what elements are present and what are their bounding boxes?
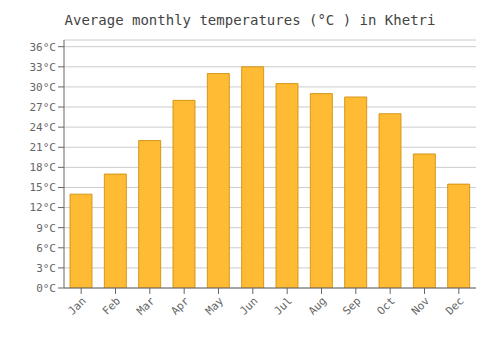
html-text:Average monthly temperatures (: Average monthly temperatures (°C ) in Kh… xyxy=(64,12,436,28)
svg-text:Jan: Jan xyxy=(66,294,89,317)
svg-text:12°C: 12°C xyxy=(30,201,57,214)
svg-text:Aug: Aug xyxy=(306,294,329,317)
svg-text:15°C: 15°C xyxy=(30,181,57,194)
svg-text:Jun: Jun xyxy=(237,294,260,317)
svg-text:Feb: Feb xyxy=(100,294,123,317)
svg-text:36°C: 36°C xyxy=(30,41,57,54)
svg-text:May: May xyxy=(203,294,227,318)
svg-text:21°C: 21°C xyxy=(30,141,57,154)
svg-text:9°C: 9°C xyxy=(36,222,56,235)
svg-text:Oct: Oct xyxy=(375,294,398,317)
svg-text:Dec: Dec xyxy=(443,294,466,317)
svg-text:Mar: Mar xyxy=(134,294,158,318)
svg-text:Nov: Nov xyxy=(409,294,433,318)
svg-text:Sep: Sep xyxy=(340,294,363,317)
svg-text:30°C: 30°C xyxy=(30,81,57,94)
svg-text:27°C: 27°C xyxy=(30,101,57,114)
svg-text:Apr: Apr xyxy=(169,294,193,318)
svg-text:0°C: 0°C xyxy=(36,282,56,295)
svg-text:3°C: 3°C xyxy=(36,262,56,275)
svg-text:24°C: 24°C xyxy=(30,121,57,134)
svg-text:18°C: 18°C xyxy=(30,161,57,174)
svg-text:33°C: 33°C xyxy=(30,61,57,74)
svg-text:6°C: 6°C xyxy=(36,242,56,255)
svg-text:Jul: Jul xyxy=(272,294,295,317)
